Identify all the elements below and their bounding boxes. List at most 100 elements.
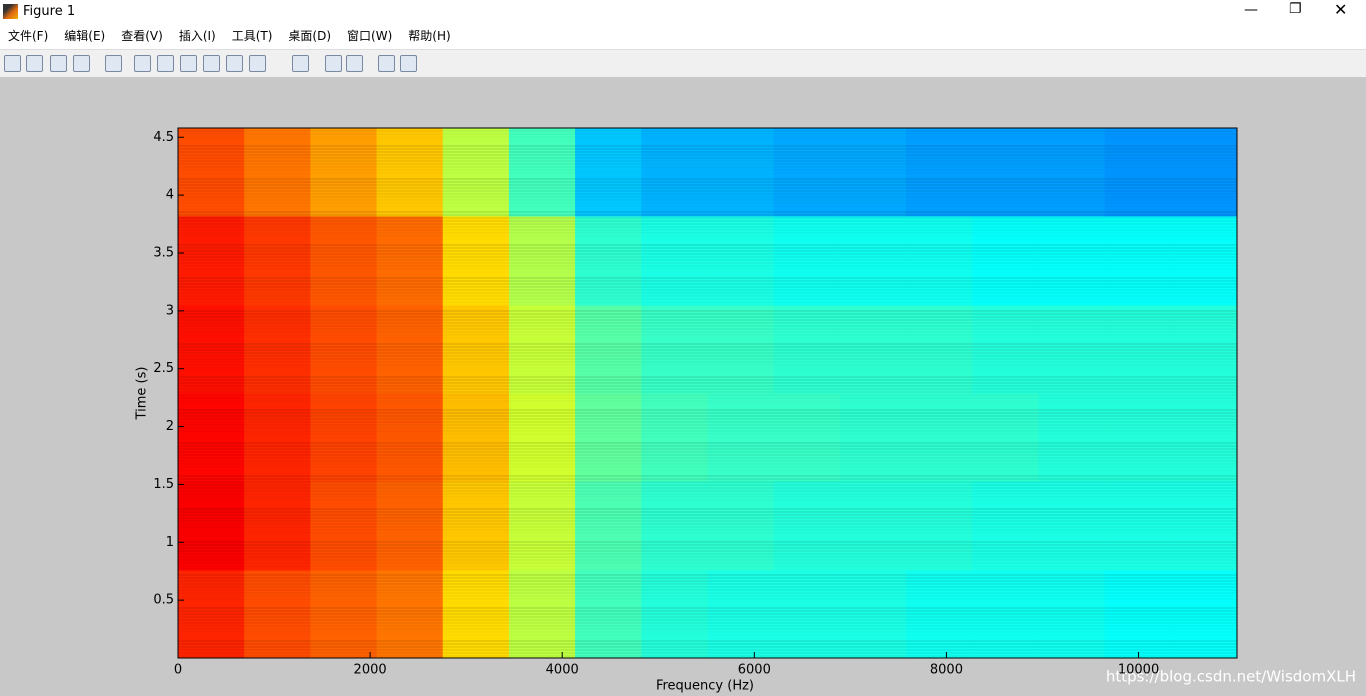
cell (376, 305, 444, 394)
cell (508, 128, 576, 217)
tool-button[interactable] (226, 55, 243, 72)
tool-button[interactable] (378, 55, 395, 72)
tool-button[interactable] (203, 55, 220, 72)
cell (1104, 305, 1172, 394)
tool-button[interactable] (157, 55, 174, 72)
cell (1038, 215, 1106, 306)
cell (906, 480, 973, 571)
cell (773, 570, 841, 659)
cell (1170, 393, 1238, 482)
cell (1038, 305, 1106, 394)
cell (575, 570, 642, 659)
watermark: https://blog.csdn.net/WisdomXLH (1106, 668, 1356, 686)
cell (707, 570, 775, 659)
cell (244, 128, 311, 217)
cell (707, 480, 775, 571)
tool-button[interactable] (26, 55, 43, 72)
cell (1170, 480, 1238, 571)
cell (906, 305, 973, 394)
y-tick-label: 2.5 (153, 361, 174, 376)
cell (508, 570, 576, 659)
cell (906, 128, 973, 217)
cell (442, 570, 510, 659)
tool-button[interactable] (105, 55, 122, 72)
cell (310, 128, 378, 217)
cell (641, 570, 708, 659)
cell (1038, 480, 1106, 571)
cell (376, 215, 444, 306)
tool-button[interactable] (325, 55, 342, 72)
tool-button[interactable] (134, 55, 151, 72)
cell (773, 305, 841, 394)
y-label: Time (s) (135, 367, 150, 421)
menu-item[interactable]: 插入(I) (178, 29, 216, 43)
cell (244, 215, 311, 306)
cell (508, 480, 576, 571)
tool-button[interactable] (249, 55, 266, 72)
menu-bar: 文件(F) 编辑(E) 查看(V) 插入(I) 工具(T) 桌面(D) 窗口(W) 帮助(H) (0, 23, 1366, 48)
menu-item[interactable]: 窗口(W) (347, 29, 393, 43)
restore[interactable]: ❐ (1289, 1, 1302, 17)
cell (1104, 570, 1172, 659)
close[interactable]: ✕ (1334, 0, 1348, 19)
cell (1038, 128, 1106, 217)
menu-item[interactable]: 查看(V) (121, 29, 163, 43)
menu-item[interactable]: 文件(F) (8, 29, 49, 43)
cell (1170, 570, 1238, 659)
y-tick-label: 3.5 (153, 245, 174, 260)
cell (310, 305, 378, 394)
menu-item[interactable]: 桌面(D) (288, 29, 332, 43)
cell (178, 215, 245, 306)
cell (1104, 393, 1172, 482)
x-tick-label: 2000 (354, 663, 387, 678)
cell (244, 305, 311, 394)
cell (1104, 128, 1172, 217)
cell (641, 305, 708, 394)
cell (1170, 215, 1238, 306)
cell (773, 480, 841, 571)
cell (839, 393, 907, 482)
toolbar (0, 49, 1366, 78)
tool-button[interactable] (50, 55, 67, 72)
y-tick-label: 4 (166, 188, 174, 203)
cell (641, 215, 708, 306)
x-tick-label: 8000 (930, 663, 963, 678)
cell (773, 128, 841, 217)
tool-button[interactable] (180, 55, 197, 72)
cell (575, 305, 642, 394)
cell (707, 393, 775, 482)
cell (839, 570, 907, 659)
cell (376, 480, 444, 571)
cell (641, 128, 708, 217)
tool-button[interactable] (346, 55, 363, 72)
menu-item[interactable]: 编辑(E) (64, 29, 106, 43)
cell (178, 128, 245, 217)
figure: Frequency (Hz) Time (s) https://blog.csd… (0, 77, 1366, 696)
tool-button[interactable] (400, 55, 417, 72)
cell (707, 305, 775, 394)
y-tick-label: 1.5 (153, 477, 174, 492)
cell (1170, 128, 1238, 217)
menu-item[interactable]: 帮助(H) (408, 29, 451, 43)
cell (773, 393, 841, 482)
cell (575, 128, 642, 217)
window-title: Figure 1 (23, 4, 76, 19)
cell (244, 480, 311, 571)
tool-button[interactable] (4, 55, 21, 72)
cell (244, 393, 311, 482)
cell (442, 393, 510, 482)
tool-button[interactable] (292, 55, 309, 72)
cell (244, 570, 311, 659)
cell (508, 305, 576, 394)
cell (442, 480, 510, 571)
minimize[interactable]: — (1244, 2, 1258, 18)
cell (178, 570, 245, 659)
cell (1038, 393, 1106, 482)
cell (310, 393, 378, 482)
cell (575, 215, 642, 306)
menu-item[interactable]: 工具(T) (231, 29, 273, 43)
tool-button[interactable] (73, 55, 90, 72)
cell (1104, 215, 1172, 306)
cell (310, 570, 378, 659)
